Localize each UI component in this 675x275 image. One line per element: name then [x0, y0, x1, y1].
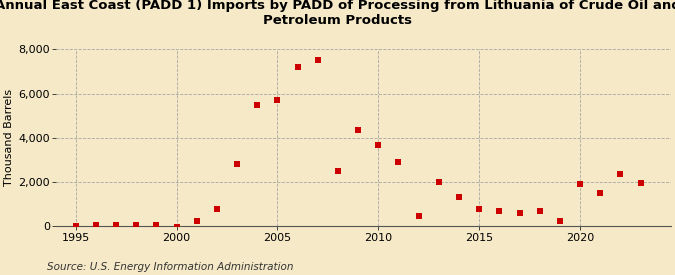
Point — [393, 160, 404, 164]
Point — [292, 65, 303, 69]
Point — [474, 207, 485, 211]
Point — [131, 223, 142, 227]
Point — [333, 169, 344, 173]
Y-axis label: Thousand Barrels: Thousand Barrels — [4, 89, 14, 186]
Point — [191, 219, 202, 223]
Text: Annual East Coast (PADD 1) Imports by PADD of Processing from Lithuania of Crude: Annual East Coast (PADD 1) Imports by PA… — [0, 0, 675, 28]
Point — [90, 223, 101, 227]
Point — [272, 98, 283, 103]
Point — [535, 209, 545, 213]
Point — [554, 219, 565, 223]
Point — [232, 162, 242, 167]
Text: Source: U.S. Energy Information Administration: Source: U.S. Energy Information Administ… — [47, 262, 294, 272]
Point — [574, 182, 585, 186]
Point — [454, 194, 464, 199]
Point — [494, 209, 505, 213]
Point — [353, 128, 364, 132]
Point — [595, 191, 605, 196]
Point — [373, 142, 383, 147]
Point — [514, 211, 525, 215]
Point — [313, 58, 323, 63]
Point — [615, 172, 626, 177]
Point — [211, 207, 222, 211]
Point — [635, 181, 646, 185]
Point — [413, 214, 424, 219]
Point — [252, 103, 263, 107]
Point — [151, 223, 162, 227]
Point — [433, 180, 444, 184]
Point — [70, 224, 81, 229]
Point — [111, 223, 122, 227]
Point — [171, 225, 182, 229]
